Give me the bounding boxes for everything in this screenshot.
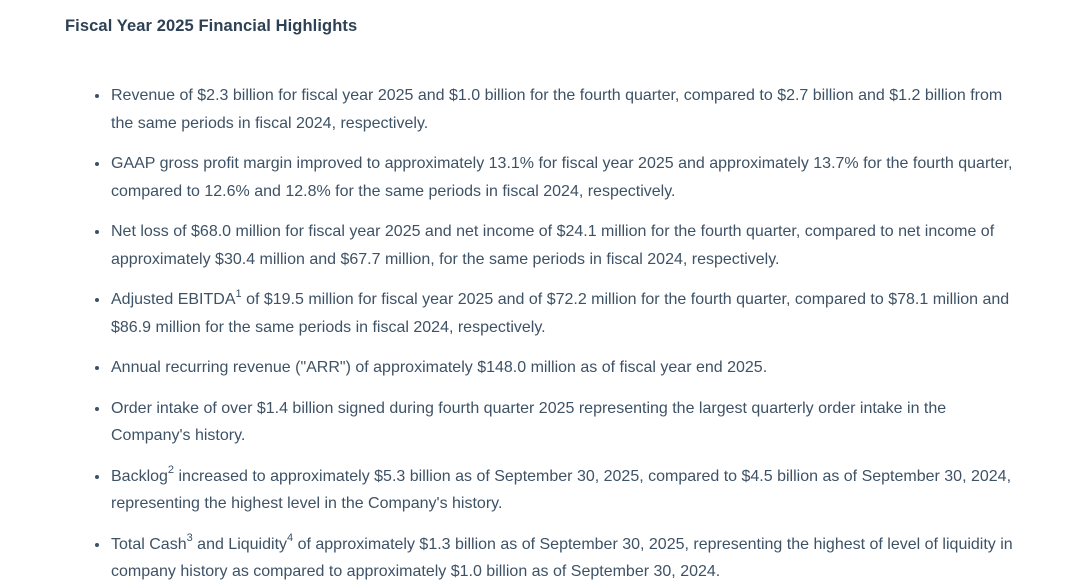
list-item: Total Cash3 and Liquidity4 of approximat… bbox=[110, 531, 1022, 586]
bullet-text: Order intake of over $1.4 billion signed… bbox=[111, 399, 947, 445]
bullet-text: Net loss of $68.0 million for fiscal yea… bbox=[111, 223, 995, 268]
page-title: Fiscal Year 2025 Financial Highlights bbox=[65, 17, 358, 35]
footnote-superscript: 1 bbox=[235, 287, 242, 300]
bullet-text: of approximately $1.3 billion as of Sept… bbox=[111, 535, 1013, 581]
list-item: GAAP gross profit margin improved to app… bbox=[110, 150, 1022, 205]
list-item: Backlog2 increased to approximately $5.3… bbox=[110, 463, 1022, 518]
list-item: Adjusted EBITDA1 of $19.5 million for fi… bbox=[110, 286, 1022, 341]
list-item: Order intake of over $1.4 billion signed… bbox=[110, 395, 1022, 450]
footnote-superscript: 4 bbox=[287, 532, 294, 545]
bullet-text: of $19.5 million for fiscal year 2025 an… bbox=[111, 291, 1010, 336]
list-item: Net loss of $68.0 million for fiscal yea… bbox=[110, 218, 1022, 273]
list-item: Annual recurring revenue ("ARR") of appr… bbox=[110, 354, 1022, 382]
footnote-superscript: 3 bbox=[186, 532, 193, 545]
highlights-list: Revenue of $2.3 billion for fiscal year … bbox=[65, 82, 1022, 586]
list-item: Revenue of $2.3 billion for fiscal year … bbox=[110, 82, 1022, 137]
footnote-superscript: 2 bbox=[167, 464, 175, 477]
bullet-text: Backlog bbox=[111, 467, 168, 485]
bullet-text: Revenue of $2.3 billion for fiscal year … bbox=[111, 87, 1003, 132]
bullet-text: Annual recurring revenue ("ARR") of appr… bbox=[111, 359, 768, 376]
bullet-text: GAAP gross profit margin improved to app… bbox=[111, 155, 1013, 200]
bullet-text: increased to approximately $5.3 billion … bbox=[111, 467, 1012, 513]
bullet-text: and Liquidity bbox=[192, 535, 288, 553]
bullet-text: Adjusted EBITDA bbox=[111, 291, 236, 308]
bullet-text: Total Cash bbox=[111, 535, 187, 553]
